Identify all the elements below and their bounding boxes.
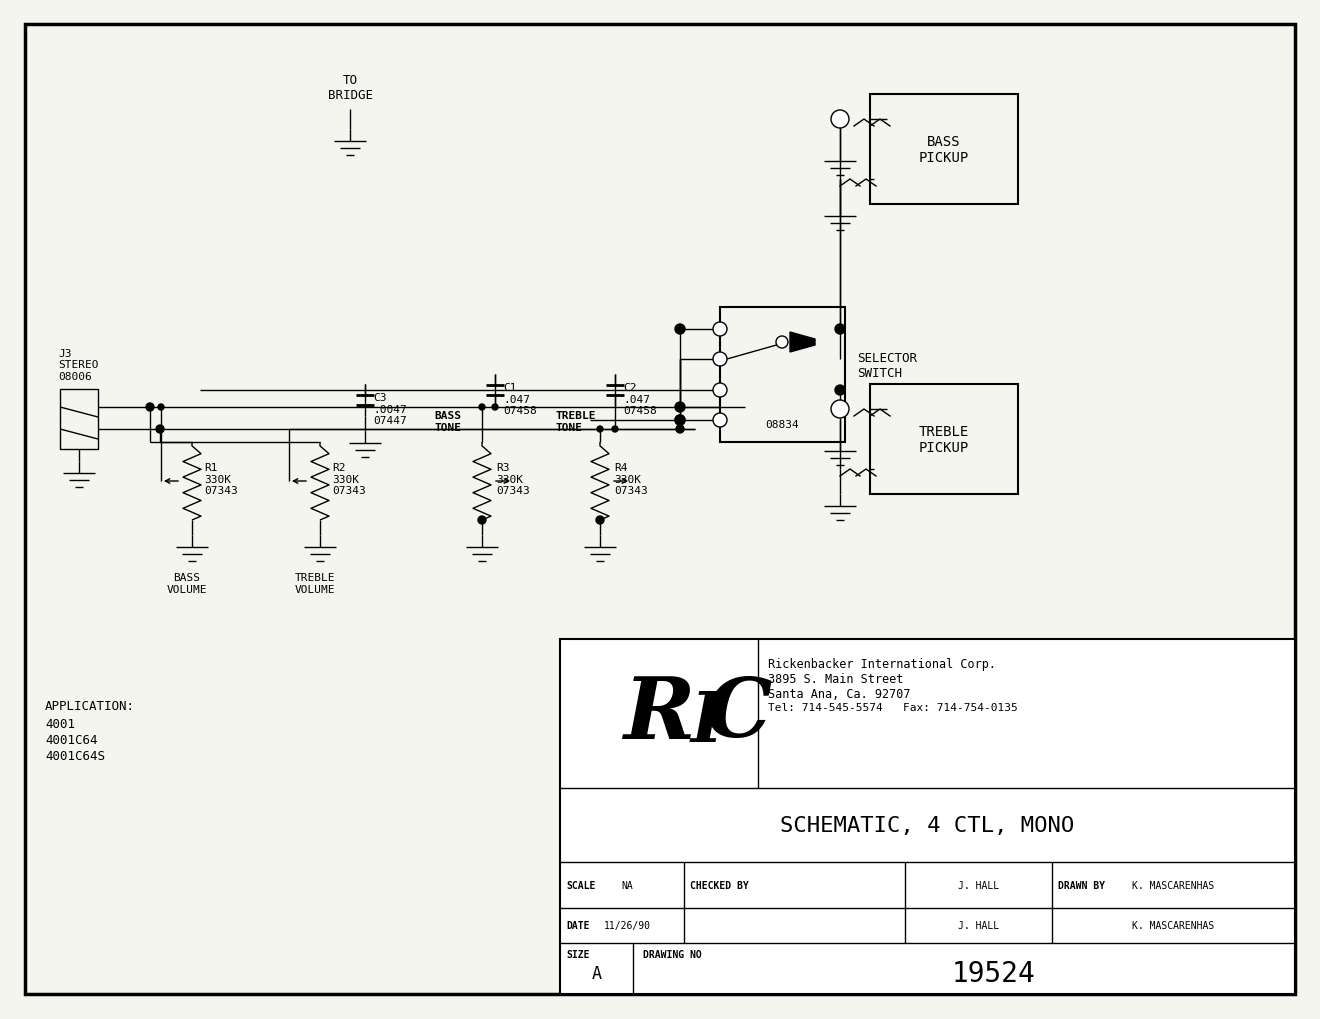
Polygon shape (789, 332, 814, 353)
Circle shape (479, 405, 484, 411)
Circle shape (676, 426, 684, 433)
Text: C2
.047
07458: C2 .047 07458 (623, 382, 657, 416)
Circle shape (836, 385, 845, 395)
Text: NA: NA (622, 880, 632, 891)
Text: C3
.0047
07447: C3 .0047 07447 (374, 392, 407, 426)
Text: 4001: 4001 (45, 717, 75, 731)
Text: J3
STEREO
08006: J3 STEREO 08006 (58, 348, 99, 382)
Text: BASS
PICKUP: BASS PICKUP (919, 135, 969, 165)
Circle shape (675, 325, 685, 334)
Text: 4001C64S: 4001C64S (45, 749, 106, 762)
Text: K. MASCARENHAS: K. MASCARENHAS (1133, 880, 1214, 891)
Circle shape (612, 427, 618, 433)
Circle shape (478, 517, 486, 525)
Text: R4
330K
07343: R4 330K 07343 (614, 463, 648, 495)
Circle shape (832, 400, 849, 419)
Text: BASS
VOLUME: BASS VOLUME (166, 573, 207, 594)
Text: BASS
TONE: BASS TONE (434, 411, 461, 432)
Text: C: C (706, 674, 772, 754)
Text: Santa Ana, Ca. 92707: Santa Ana, Ca. 92707 (768, 688, 911, 700)
Text: TO
BRIDGE: TO BRIDGE (327, 74, 372, 102)
Circle shape (597, 517, 605, 525)
Bar (560, 639, 1295, 994)
Circle shape (156, 426, 164, 433)
Circle shape (713, 383, 727, 397)
Text: I: I (690, 688, 723, 755)
Text: Rickenbacker International Corp.: Rickenbacker International Corp. (768, 657, 997, 671)
Circle shape (675, 416, 685, 426)
Text: K. MASCARENHAS: K. MASCARENHAS (1133, 920, 1214, 930)
Text: TREBLE
TONE: TREBLE TONE (554, 411, 595, 432)
Text: CHECKED BY: CHECKED BY (690, 880, 748, 891)
Circle shape (675, 403, 685, 413)
Text: Tel: 714-545-5574   Fax: 714-754-0135: Tel: 714-545-5574 Fax: 714-754-0135 (768, 702, 1018, 712)
Circle shape (713, 414, 727, 428)
Text: C1
.047
07458: C1 .047 07458 (503, 382, 537, 416)
Circle shape (597, 427, 603, 433)
Circle shape (492, 405, 498, 411)
Text: SELECTOR
SWITCH: SELECTOR SWITCH (857, 352, 917, 379)
Bar (719, 308, 845, 442)
Circle shape (713, 353, 727, 367)
Text: 3895 S. Main Street: 3895 S. Main Street (768, 673, 903, 686)
Circle shape (776, 336, 788, 348)
Circle shape (713, 323, 727, 336)
Text: TREBLE
PICKUP: TREBLE PICKUP (919, 425, 969, 454)
Bar (870, 384, 1018, 494)
Text: R: R (623, 673, 694, 755)
Text: A: A (591, 965, 602, 982)
Text: DATE: DATE (566, 920, 590, 930)
Circle shape (836, 325, 845, 334)
Circle shape (147, 404, 154, 412)
Circle shape (158, 405, 164, 411)
Text: R2
330K
07343: R2 330K 07343 (333, 463, 366, 495)
Text: DRAWN BY: DRAWN BY (1059, 880, 1105, 891)
Text: J. HALL: J. HALL (958, 880, 999, 891)
Bar (870, 95, 1018, 205)
Text: APPLICATION:: APPLICATION: (45, 699, 135, 712)
Text: SCALE: SCALE (566, 880, 595, 891)
Text: 08834: 08834 (766, 420, 800, 430)
Text: 11/26/90: 11/26/90 (603, 920, 651, 930)
Text: DRAWING NO: DRAWING NO (643, 949, 702, 959)
Text: SIZE: SIZE (566, 949, 590, 959)
Circle shape (675, 416, 685, 426)
Text: J. HALL: J. HALL (958, 920, 999, 930)
Text: 19524: 19524 (952, 960, 1036, 987)
Circle shape (832, 111, 849, 128)
Text: SCHEMATIC, 4 CTL, MONO: SCHEMATIC, 4 CTL, MONO (780, 815, 1074, 836)
Text: 4001C64: 4001C64 (45, 734, 98, 746)
Text: R3
330K
07343: R3 330K 07343 (496, 463, 529, 495)
Text: TREBLE
VOLUME: TREBLE VOLUME (294, 573, 335, 594)
Text: R1
330K
07343: R1 330K 07343 (205, 463, 238, 495)
Bar (59, 389, 98, 449)
